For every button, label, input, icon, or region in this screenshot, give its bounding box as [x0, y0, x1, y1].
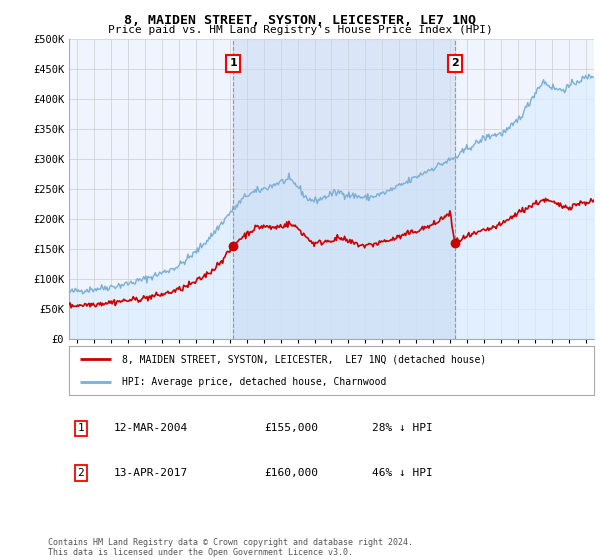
Text: Price paid vs. HM Land Registry's House Price Index (HPI): Price paid vs. HM Land Registry's House … — [107, 25, 493, 35]
Text: 1: 1 — [77, 423, 85, 433]
Text: HPI: Average price, detached house, Charnwood: HPI: Average price, detached house, Char… — [121, 377, 386, 388]
Text: £155,000: £155,000 — [264, 423, 318, 433]
Text: 13-APR-2017: 13-APR-2017 — [114, 468, 188, 478]
Text: 2: 2 — [451, 58, 458, 68]
Text: 12-MAR-2004: 12-MAR-2004 — [114, 423, 188, 433]
Text: 46% ↓ HPI: 46% ↓ HPI — [372, 468, 433, 478]
Text: £160,000: £160,000 — [264, 468, 318, 478]
Text: Contains HM Land Registry data © Crown copyright and database right 2024.
This d: Contains HM Land Registry data © Crown c… — [48, 538, 413, 557]
Text: 8, MAIDEN STREET, SYSTON, LEICESTER,  LE7 1NQ (detached house): 8, MAIDEN STREET, SYSTON, LEICESTER, LE7… — [121, 354, 486, 365]
Text: 2: 2 — [77, 468, 85, 478]
Text: 1: 1 — [229, 58, 237, 68]
Bar — [233, 39, 455, 339]
Text: 8, MAIDEN STREET, SYSTON, LEICESTER, LE7 1NQ: 8, MAIDEN STREET, SYSTON, LEICESTER, LE7… — [124, 14, 476, 27]
Text: 28% ↓ HPI: 28% ↓ HPI — [372, 423, 433, 433]
